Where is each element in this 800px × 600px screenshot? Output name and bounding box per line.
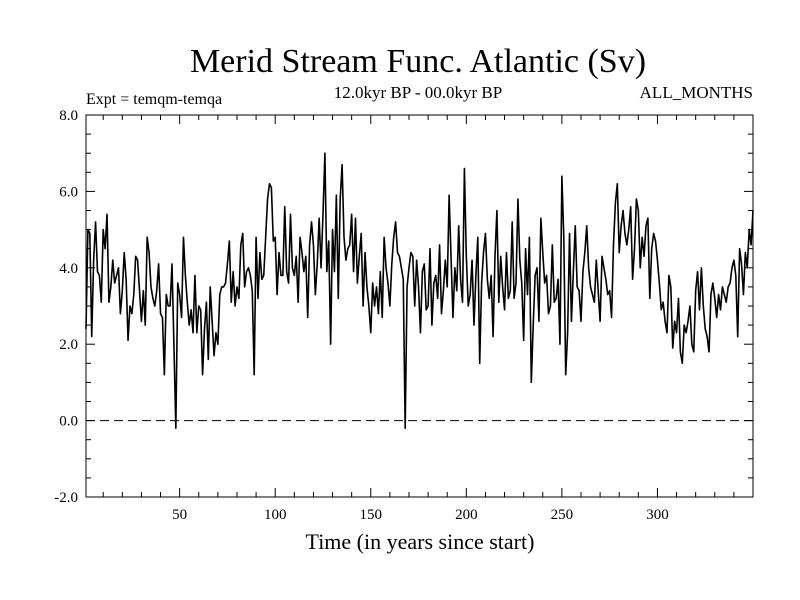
x-tick-label: 300 <box>646 507 669 523</box>
y-tick-label: 8.0 <box>59 108 78 124</box>
y-tick-label: 0.0 <box>59 414 78 430</box>
x-tick-label: 100 <box>264 507 287 523</box>
x-axis-label: Time (in years since start) <box>306 529 535 554</box>
x-tick-label: 250 <box>551 507 574 523</box>
time-range-label: 12.0kyr BP - 00.0kyr BP <box>334 83 502 102</box>
y-tick-label: -2.0 <box>54 490 78 506</box>
x-tick-label: 50 <box>172 507 187 523</box>
chart-title: Merid Stream Func. Atlantic (Sv) <box>190 43 646 80</box>
experiment-label: Expt = temqm-temqa <box>86 91 222 108</box>
series-line <box>85 152 754 430</box>
months-label: ALL_MONTHS <box>640 83 753 102</box>
y-tick-label: 2.0 <box>59 337 78 353</box>
axis-tick-labels: 50 100 150 200 250 300 -2.0 0.0 2.0 4.0 6.0 8.0 <box>54 108 668 523</box>
x-tick-label: 200 <box>455 507 478 523</box>
x-tick-label: 150 <box>360 507 383 523</box>
axis-ticks <box>86 114 754 498</box>
y-tick-label: 6.0 <box>59 184 78 200</box>
y-tick-label: 4.0 <box>59 261 78 277</box>
